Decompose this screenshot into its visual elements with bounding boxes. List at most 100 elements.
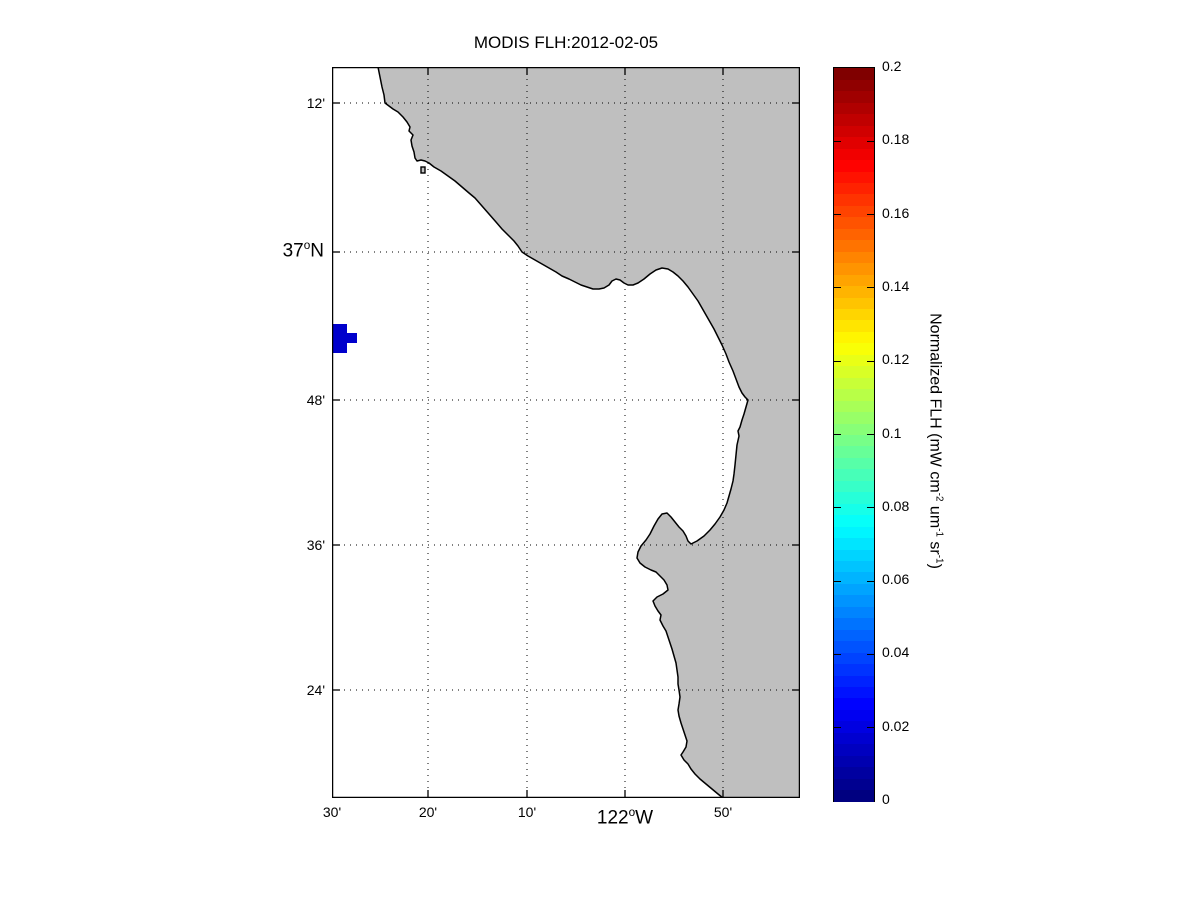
colorbar-tick-mark bbox=[834, 653, 841, 655]
colorbar-label-text: um bbox=[926, 500, 944, 528]
colorbar-segment bbox=[834, 171, 874, 184]
colorbar-tick-value: 0 bbox=[882, 791, 890, 807]
colorbar-segment bbox=[834, 354, 874, 367]
y-tick-label: 48' bbox=[306, 392, 325, 409]
colorbar-segment bbox=[834, 90, 874, 103]
colorbar-segment bbox=[834, 789, 874, 802]
colorbar-segment bbox=[834, 629, 874, 642]
colorbar-segment bbox=[834, 251, 874, 264]
colorbar-tick-mark bbox=[867, 580, 874, 582]
colorbar-segment bbox=[834, 102, 874, 115]
colorbar-tick-value: 0.16 bbox=[882, 204, 910, 221]
colorbar-segment bbox=[834, 675, 874, 687]
colorbar-tick-value: 0.08 bbox=[882, 497, 910, 514]
colorbar-segment bbox=[834, 148, 874, 161]
flh-data-patch bbox=[332, 324, 347, 353]
colorbar-segment bbox=[834, 537, 874, 550]
x-tick-label: 50' bbox=[713, 804, 733, 820]
colorbar-label-superscript: -1 bbox=[933, 527, 945, 537]
y-tick-label: 36' bbox=[306, 537, 325, 553]
y-tick-label: 24' bbox=[306, 682, 325, 699]
colorbar-segment bbox=[834, 503, 874, 516]
colorbar-segment bbox=[834, 239, 874, 252]
colorbar-segment bbox=[834, 434, 874, 447]
colorbar-segment bbox=[834, 411, 874, 424]
colorbar-segment bbox=[834, 262, 874, 275]
colorbar-tick-mark bbox=[867, 214, 874, 216]
colorbar-tick-mark bbox=[867, 727, 874, 729]
colorbar-segment bbox=[834, 457, 874, 470]
colorbar-segment bbox=[834, 549, 874, 561]
colorbar-segment bbox=[834, 778, 874, 791]
colorbar-segment bbox=[834, 526, 874, 539]
colorbar-segment bbox=[834, 136, 874, 149]
flh-data-patch bbox=[347, 333, 357, 343]
colorbar-tick-value: 0.06 bbox=[882, 571, 910, 588]
colorbar-segment bbox=[834, 743, 874, 756]
colorbar-segment bbox=[834, 228, 874, 241]
colorbar-segment bbox=[834, 79, 874, 92]
colorbar-tick-mark bbox=[867, 507, 874, 509]
x-tick-label: 10' bbox=[517, 804, 537, 820]
y-tick-label: 12' bbox=[306, 95, 325, 112]
colorbar-label-superscript: -2 bbox=[933, 492, 945, 501]
x-tick-label-degree: 122oW bbox=[596, 806, 654, 829]
islet bbox=[420, 166, 426, 174]
y-tick-label-degree: 37oN bbox=[282, 239, 324, 262]
colorbar-segment bbox=[834, 480, 874, 493]
colorbar-segment bbox=[834, 640, 874, 653]
colorbar-segment bbox=[834, 274, 874, 287]
colorbar-label-text: Normalized FLH (mW cm bbox=[926, 312, 944, 493]
colorbar-segment bbox=[834, 720, 874, 733]
colorbar-segment bbox=[834, 319, 874, 332]
colorbar-segment bbox=[834, 445, 874, 458]
colorbar-segment bbox=[834, 216, 874, 229]
colorbar-tick-value: 0.1 bbox=[882, 424, 902, 441]
colorbar-label-text: ) bbox=[926, 563, 944, 569]
colorbar-tick-mark bbox=[834, 140, 841, 142]
colorbar-tick-mark bbox=[834, 727, 841, 729]
colorbar-segment bbox=[834, 491, 874, 504]
colorbar-segment bbox=[834, 663, 874, 676]
plot-title: MODIS FLH:2012-02-05 bbox=[473, 33, 659, 52]
map-canvas bbox=[331, 66, 801, 799]
colorbar-tick-mark bbox=[834, 580, 841, 582]
colorbar-label-superscript: -1 bbox=[933, 554, 945, 564]
colorbar-tick-mark bbox=[834, 360, 841, 362]
colorbar-segment bbox=[834, 617, 874, 630]
colorbar-segment bbox=[834, 159, 874, 172]
colorbar-segment bbox=[834, 697, 874, 710]
colorbar-segment bbox=[834, 342, 874, 355]
colorbar-tick-value: 0.2 bbox=[882, 58, 902, 74]
colorbar-segment bbox=[834, 377, 874, 390]
colorbar-segment bbox=[834, 571, 874, 584]
colorbar-segment bbox=[834, 308, 874, 321]
colorbar-segment bbox=[834, 594, 874, 607]
colorbar-tick-value: 0.04 bbox=[882, 644, 910, 661]
colorbar-tick-mark bbox=[834, 434, 841, 435]
x-tick-label: 20' bbox=[418, 804, 438, 820]
colorbar-segment bbox=[834, 68, 874, 80]
colorbar-tick-mark bbox=[867, 140, 874, 142]
colorbar-tick-value: 0.02 bbox=[882, 717, 910, 734]
colorbar-segment bbox=[834, 583, 874, 596]
colorbar-segment bbox=[834, 297, 874, 310]
colorbar-tick-mark bbox=[867, 434, 874, 435]
colorbar-segment bbox=[834, 400, 874, 413]
x-tick-label: 30' bbox=[322, 804, 342, 820]
colorbar-segment bbox=[834, 193, 874, 206]
colorbar-tick-mark bbox=[834, 214, 841, 216]
colorbar-tick-value: 0.18 bbox=[882, 131, 910, 148]
colorbar-label-text: sr bbox=[926, 536, 944, 555]
colorbar-segment bbox=[834, 285, 874, 298]
colorbar-segment bbox=[834, 732, 874, 745]
colorbar-segment bbox=[834, 423, 874, 435]
colorbar-segment bbox=[834, 113, 874, 126]
axes-frame bbox=[331, 66, 801, 799]
colorbar-segment bbox=[834, 365, 874, 378]
colorbar-segment bbox=[834, 514, 874, 527]
colorbar-tick-mark bbox=[867, 360, 874, 362]
colorbar-segment bbox=[834, 652, 874, 665]
colorbar-tick-value: 0.14 bbox=[882, 277, 910, 294]
